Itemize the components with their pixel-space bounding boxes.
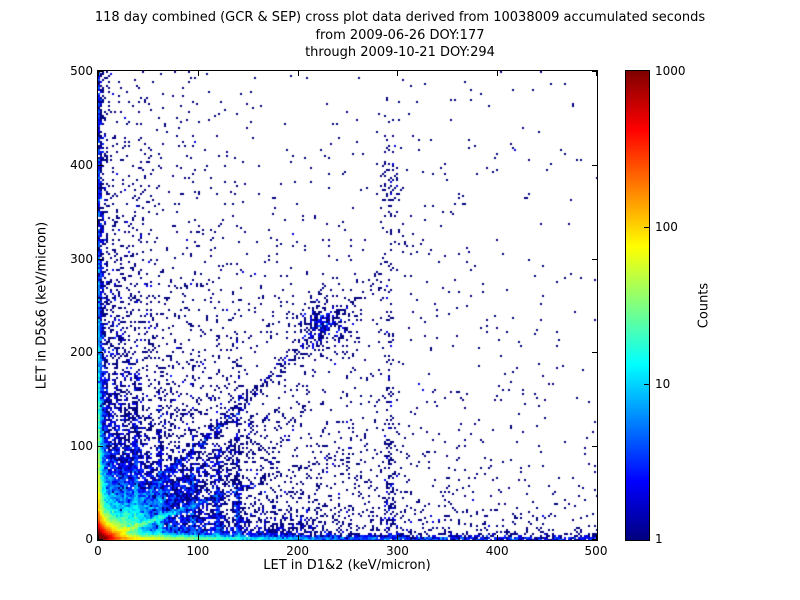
x-tick (197, 535, 199, 540)
chart-title-line-1: 118 day combined (GCR & SEP) cross plot … (94, 10, 706, 25)
colorbar-tick-label: 1000 (655, 64, 686, 78)
colorbar-tick-label: 100 (655, 220, 678, 235)
x-tick-top (297, 71, 299, 76)
x-tick-label: 500 (584, 544, 608, 558)
y-tick (98, 539, 103, 540)
y-tick-right (592, 71, 597, 72)
y-tick (98, 258, 103, 260)
x-tick (397, 535, 399, 540)
y-tick-label: 100 (70, 439, 93, 454)
x-tick (98, 535, 99, 540)
y-tick-right (592, 352, 597, 354)
x-tick (497, 535, 499, 540)
y-tick-right (592, 258, 597, 260)
x-tick-top (596, 71, 597, 76)
colorbar (625, 70, 650, 541)
y-tick (98, 164, 103, 166)
y-tick (98, 352, 103, 354)
x-tick (297, 535, 299, 540)
x-tick-label: 0 (94, 544, 102, 558)
colorbar-tick-label: 10 (655, 376, 671, 391)
x-tick-top (197, 71, 199, 76)
x-axis-label: LET in D1&2 (keV/micron) (263, 558, 431, 573)
colorbar-tick (644, 227, 649, 229)
y-tick-label: 400 (70, 157, 93, 172)
plot-area (97, 70, 598, 541)
y-tick-label: 0 (85, 532, 93, 546)
y-tick-label: 200 (70, 345, 93, 360)
colorbar-gradient (626, 71, 649, 540)
y-tick-right (592, 446, 597, 448)
x-tick-top (397, 71, 399, 76)
chart-title-line-2: from 2009-06-26 DOY:177 (315, 28, 485, 43)
colorbar-label: Counts (696, 282, 712, 329)
colorbar-tick (644, 383, 649, 385)
chart-title-line-3: through 2009-10-21 DOY:294 (305, 45, 495, 60)
x-tick-label: 400 (485, 544, 509, 558)
x-tick-label: 100 (186, 544, 210, 558)
x-tick-label: 200 (286, 544, 310, 558)
x-tick (596, 535, 597, 540)
y-tick (98, 446, 103, 448)
x-tick-top (497, 71, 499, 76)
y-tick-right (592, 539, 597, 540)
y-axis-label: LET in D5&6 (keV/micron) (34, 221, 50, 390)
y-tick-label: 500 (70, 64, 93, 78)
x-tick-top (98, 71, 99, 76)
y-tick (98, 71, 103, 72)
x-tick-label: 300 (385, 544, 409, 558)
y-tick-label: 300 (70, 251, 93, 266)
scatter-density-canvas (98, 71, 597, 540)
colorbar-tick-label: 1 (655, 532, 663, 546)
y-tick-right (592, 164, 597, 166)
